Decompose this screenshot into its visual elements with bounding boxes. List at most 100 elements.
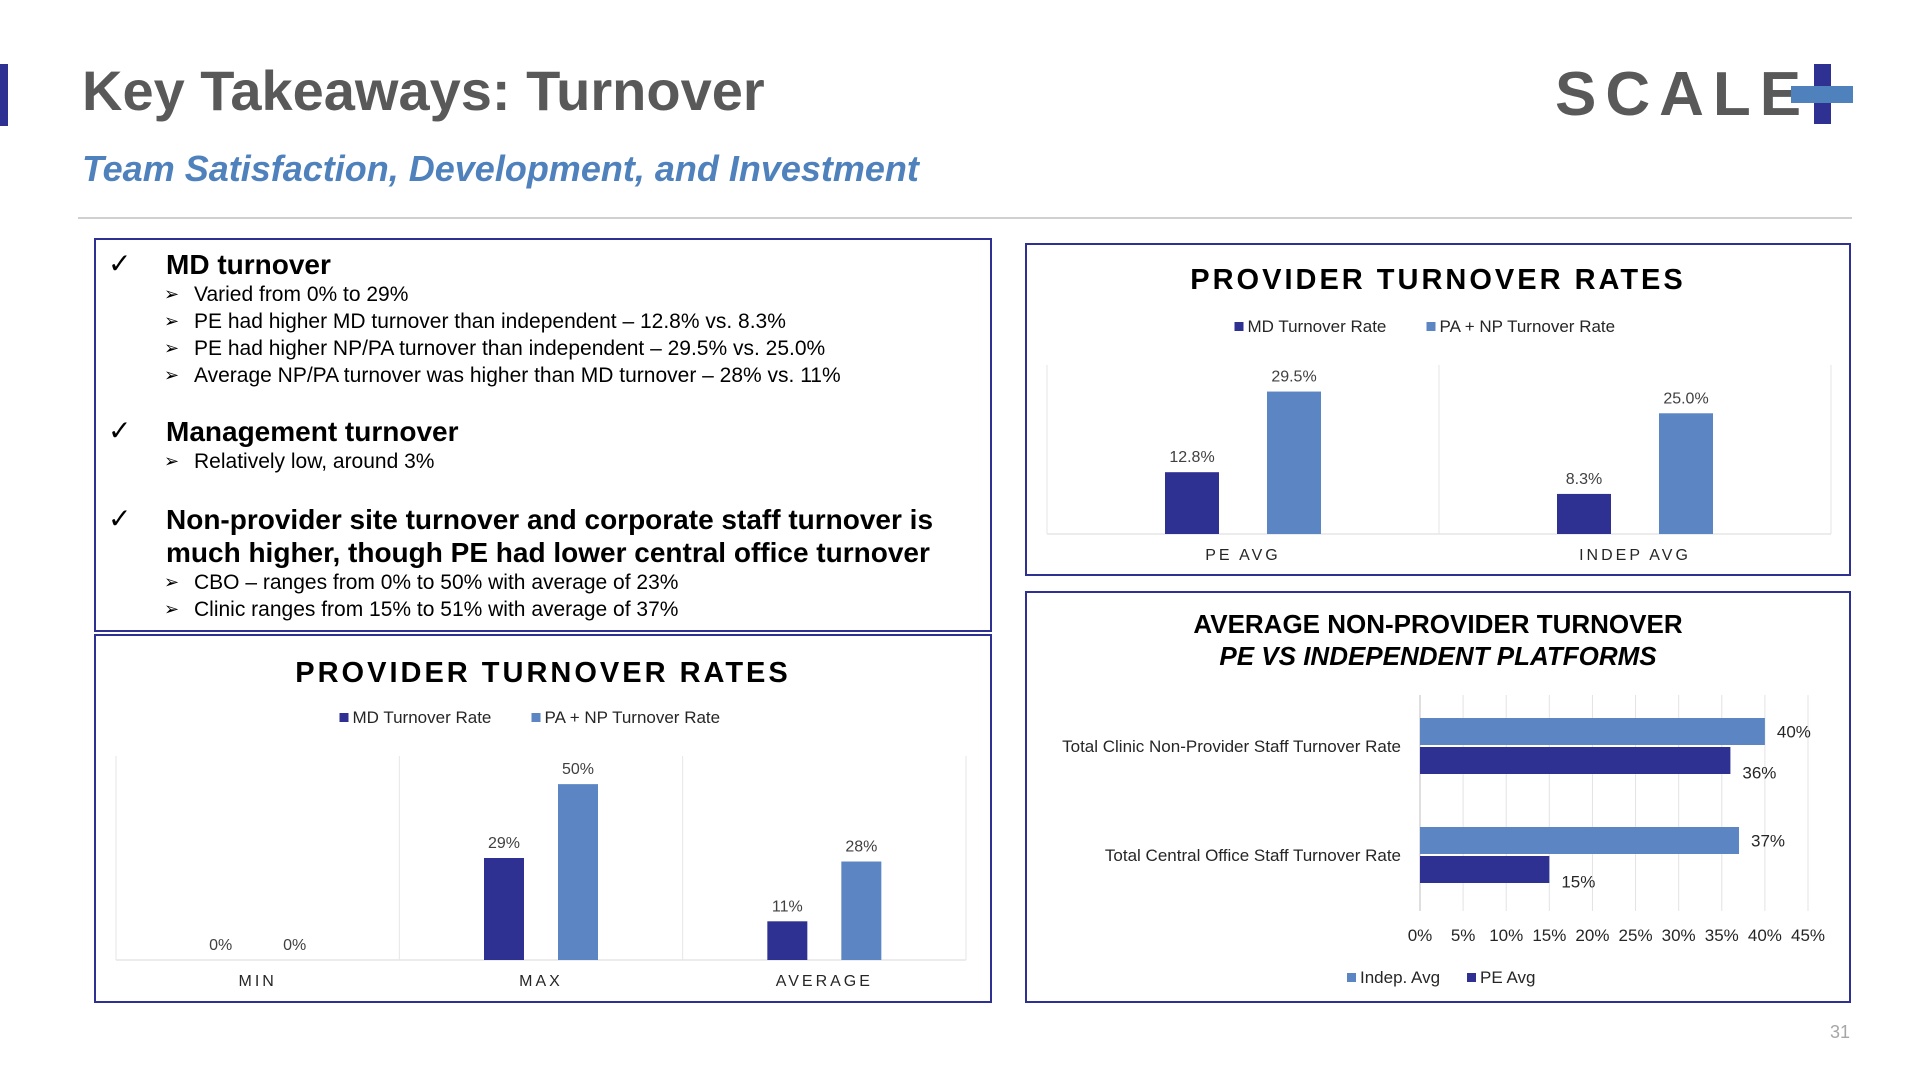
category-label: Total Central Office Staff Turnover Rate bbox=[1105, 846, 1401, 865]
slide-subtitle: Team Satisfaction, Development, and Inve… bbox=[82, 148, 919, 189]
category-label: MAX bbox=[519, 973, 563, 990]
list-item: ➢ CBO – ranges from 0% to 50% with averag… bbox=[164, 569, 978, 596]
logo-text: SCALE bbox=[1555, 60, 1811, 129]
chart-svg: PROVIDER TURNOVER RATES MD Turnover Rate P… bbox=[115, 657, 967, 990]
data-label: 37% bbox=[1751, 832, 1785, 851]
chart-title: PROVIDER TURNOVER RATES bbox=[1190, 264, 1685, 296]
bar bbox=[1557, 493, 1611, 534]
data-label: 12.8% bbox=[1169, 449, 1214, 466]
section-heading: Non-provider site turnover and corporate… bbox=[166, 504, 934, 568]
data-label: 29% bbox=[488, 835, 520, 852]
bar bbox=[558, 784, 598, 960]
list-item-text: CBO – ranges from 0% to 50% with average… bbox=[194, 571, 679, 594]
arrow-bullet-icon: ➢ bbox=[164, 451, 180, 471]
bar bbox=[1420, 827, 1740, 854]
data-label: 28% bbox=[845, 839, 877, 856]
scale-logo: SCALE bbox=[1555, 60, 1865, 130]
x-tick-label: 15% bbox=[1532, 926, 1566, 945]
bar bbox=[1420, 747, 1731, 774]
legend-swatch bbox=[1347, 973, 1356, 982]
legend-label: Indep. Avg bbox=[1360, 968, 1440, 987]
list-item: ➢ Varied from 0% to 29% bbox=[164, 281, 978, 308]
bar bbox=[1165, 472, 1219, 534]
header-divider bbox=[78, 217, 1852, 219]
bar bbox=[1420, 718, 1765, 745]
legend-swatch bbox=[531, 713, 541, 722]
section-non-provider-turnover: ✓ Non-provider site turnover and corpora… bbox=[108, 503, 978, 623]
legend-swatch bbox=[1234, 322, 1244, 331]
category-label: MIN bbox=[239, 973, 277, 990]
provider-turnover-min-max-avg-chart: PROVIDER TURNOVER RATES MD Turnover Rate P… bbox=[94, 634, 992, 1003]
data-label: 50% bbox=[562, 761, 594, 778]
list-item-text: Relatively low, around 3% bbox=[194, 450, 435, 473]
list-item: ➢ PE had higher NP/PA turnover than indep… bbox=[164, 335, 978, 362]
arrow-bullet-icon: ➢ bbox=[164, 284, 180, 304]
x-tick-label: 35% bbox=[1705, 926, 1739, 945]
bar bbox=[767, 921, 808, 960]
data-label: 36% bbox=[1742, 764, 1776, 783]
chart-title: PROVIDER TURNOVER RATES bbox=[295, 657, 790, 689]
title-accent-bar bbox=[0, 64, 8, 126]
data-label: 11% bbox=[772, 898, 803, 915]
section-heading: MD turnover bbox=[166, 249, 331, 280]
legend-swatch bbox=[339, 713, 349, 722]
arrow-bullet-icon: ➢ bbox=[164, 599, 180, 619]
x-tick-label: 40% bbox=[1748, 926, 1782, 945]
legend-label: PA + NP Turnover Rate bbox=[545, 708, 721, 727]
section-md-turnover: ✓ MD turnover ➢ Varied from 0% to 29% ➢ PE… bbox=[108, 248, 978, 389]
legend-swatch bbox=[1426, 322, 1436, 331]
non-provider-turnover-chart: AVERAGE NON-PROVIDER TURNOVER PE VS INDEP… bbox=[1025, 591, 1851, 1003]
data-label: 0% bbox=[283, 937, 306, 954]
legend-label: PE Avg bbox=[1480, 968, 1535, 987]
check-icon: ✓ bbox=[108, 503, 132, 534]
sub-list: ➢ Relatively low, around 3% bbox=[108, 448, 978, 475]
list-item-text: Clinic ranges from 15% to 51% with avera… bbox=[194, 598, 679, 621]
legend-label: PA + NP Turnover Rate bbox=[1440, 317, 1616, 336]
category-label: Total Clinic Non-Provider Staff Turnover… bbox=[1062, 737, 1401, 756]
chart-title: AVERAGE NON-PROVIDER TURNOVER bbox=[1193, 609, 1682, 639]
data-label: 15% bbox=[1561, 873, 1595, 892]
bar bbox=[1420, 856, 1550, 883]
list-item: ➢ Clinic ranges from 15% to 51% with aver… bbox=[164, 596, 978, 623]
section-management-turnover: ✓ Management turnover ➢ Relatively low, a… bbox=[108, 415, 978, 475]
x-tick-label: 25% bbox=[1619, 926, 1653, 945]
data-label: 40% bbox=[1777, 723, 1811, 742]
bar bbox=[1267, 391, 1321, 534]
arrow-bullet-icon: ➢ bbox=[164, 311, 180, 331]
data-label: 29.5% bbox=[1271, 369, 1316, 386]
page-number: 31 bbox=[1830, 1022, 1851, 1042]
category-label: INDEP AVG bbox=[1579, 547, 1691, 564]
data-label: 0% bbox=[209, 937, 232, 954]
section-heading: Management turnover bbox=[166, 416, 459, 447]
sub-list: ➢ CBO – ranges from 0% to 50% with averag… bbox=[108, 569, 978, 623]
x-tick-label: 0% bbox=[1408, 926, 1433, 945]
chart-subtitle: PE VS INDEPENDENT PLATFORMS bbox=[1219, 641, 1657, 671]
legend-swatch bbox=[1467, 973, 1476, 982]
legend-label: MD Turnover Rate bbox=[1248, 317, 1387, 336]
data-label: 8.3% bbox=[1566, 471, 1602, 488]
x-tick-label: 45% bbox=[1791, 926, 1825, 945]
bar bbox=[484, 858, 524, 960]
x-tick-label: 30% bbox=[1662, 926, 1696, 945]
category-label: AVERAGE bbox=[776, 973, 873, 990]
check-icon: ✓ bbox=[108, 415, 132, 446]
logo-plus-horizontal bbox=[1791, 86, 1853, 103]
slide-title: Key Takeaways: Turnover bbox=[82, 59, 765, 122]
x-tick-label: 20% bbox=[1575, 926, 1609, 945]
list-item-text: PE had higher NP/PA turnover than indepe… bbox=[194, 337, 826, 360]
list-item: ➢ PE had higher MD turnover than independ… bbox=[164, 308, 978, 335]
sub-list: ➢ Varied from 0% to 29% ➢ PE had higher MD… bbox=[108, 281, 978, 389]
takeaways-panel: ✓ MD turnover ➢ Varied from 0% to 29% ➢ PE… bbox=[94, 238, 992, 632]
arrow-bullet-icon: ➢ bbox=[164, 572, 180, 592]
arrow-bullet-icon: ➢ bbox=[164, 338, 180, 358]
data-label: 25.0% bbox=[1663, 390, 1708, 407]
list-item-text: Average NP/PA turnover was higher than M… bbox=[194, 364, 841, 387]
category-label: PE AVG bbox=[1205, 547, 1281, 564]
list-item: ➢ Relatively low, around 3% bbox=[164, 448, 978, 475]
bar bbox=[841, 861, 882, 960]
bar bbox=[1659, 413, 1713, 534]
provider-turnover-pe-vs-indep-chart: PROVIDER TURNOVER RATES MD Turnover Rate P… bbox=[1025, 243, 1851, 576]
x-tick-label: 10% bbox=[1489, 926, 1523, 945]
x-tick-label: 5% bbox=[1451, 926, 1476, 945]
